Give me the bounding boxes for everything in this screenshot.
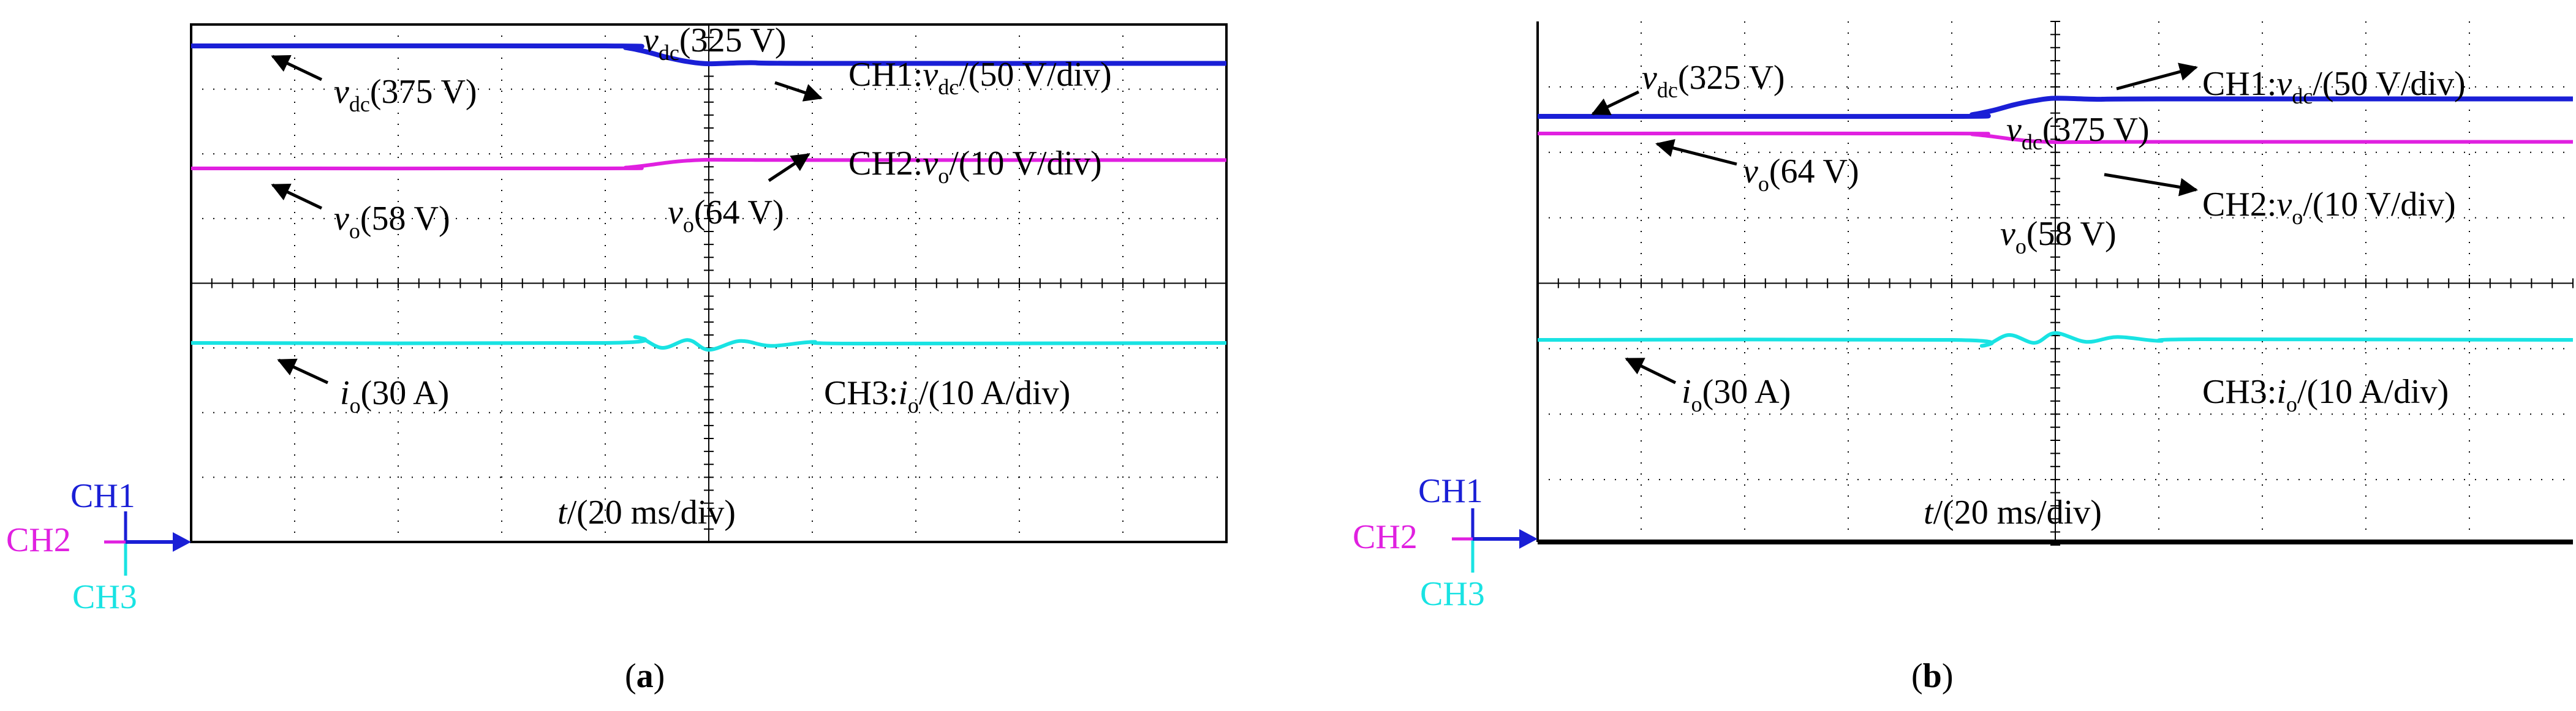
label-ch2-scale-a: CH2:vo/(10 V/div)	[848, 145, 1102, 188]
caption-b: (b)	[1911, 657, 1953, 695]
arrow-vo-final-a	[768, 152, 810, 182]
arrow-vo-initial-b	[1655, 139, 1737, 166]
channel-marker-a: CH1 CH2 CH3	[6, 477, 191, 616]
label-ch3-scale-a: CH3:io/(10 A/div)	[824, 374, 1070, 418]
label-vo-final-a: vo(64 V)	[668, 194, 784, 237]
label-vdc-initial-b: vdc(325 V)	[1642, 59, 1785, 102]
label-ch1-scale-a: CH1:vdc/(50 V/div)	[848, 56, 1112, 99]
arrow-vdc-initial-a	[271, 55, 323, 81]
label-ch1-scale-b: CH1:vdc/(50 V/div)	[2202, 65, 2466, 108]
trace-ch1-b	[1537, 96, 2574, 119]
marker-ch3-b: CH3	[1420, 575, 1485, 613]
scope-panel-b: vdc(325 V) vdc(375 V) CH1:vdc/(50 V/div)…	[1353, 21, 2574, 695]
channel-marker-b: CH1 CH2 CH3	[1353, 472, 1538, 613]
label-ch2-scale-b: CH2:vo/(10 V/div)	[2202, 186, 2456, 229]
marker-ch1-a: CH1	[70, 477, 135, 515]
label-vdc-initial-a: vdc(375 V)	[334, 73, 477, 116]
arrow-io-a	[277, 358, 329, 385]
trace-ch1-a	[191, 43, 1227, 67]
label-vo-initial-b: vo(64 V)	[1743, 152, 1859, 196]
scope-panel-a: vdc(375 V) vdc(325 V) CH1:vdc/(50 V/div)…	[6, 21, 1228, 695]
arrow-io-b	[1625, 357, 1677, 385]
label-vo-initial-a: vo(58 V)	[334, 200, 450, 243]
marker-ch3-a: CH3	[72, 578, 137, 616]
label-io-b: io(30 A)	[1682, 373, 1791, 416]
arrow-vdc-final-a	[774, 81, 823, 102]
label-vdc-final-a: vdc(325 V)	[643, 21, 787, 65]
caption-a: (a)	[625, 657, 665, 695]
label-io-a: io(30 A)	[340, 374, 449, 418]
label-vo-final-b: vo(58 V)	[2000, 215, 2117, 258]
trace-ch3-b	[1537, 331, 2574, 348]
marker-ch1-b: CH1	[1418, 472, 1483, 510]
label-ch3-scale-b: CH3:io/(10 A/div)	[2202, 373, 2449, 416]
arrow-vo-initial-a	[271, 183, 323, 210]
marker-ch2-a: CH2	[6, 521, 71, 559]
trace-ch3-a	[191, 335, 1227, 352]
label-time-scale-a: t/(20 ms/div)	[557, 494, 736, 532]
scope-grid-a	[191, 24, 1227, 543]
trace-ch2-b	[1537, 131, 2574, 145]
scope-grid-b	[1537, 21, 2574, 546]
trace-ch2-a	[191, 157, 1227, 171]
arrow-vdc-initial-b	[1591, 90, 1640, 116]
marker-ch2-b: CH2	[1353, 518, 1418, 556]
label-vdc-final-b: vdc(375 V)	[2006, 111, 2150, 154]
arrow-ch2-b	[2104, 173, 2198, 197]
arrow-ch1-b	[2116, 62, 2198, 91]
label-time-scale-b: t/(20 ms/div)	[1924, 494, 2102, 532]
